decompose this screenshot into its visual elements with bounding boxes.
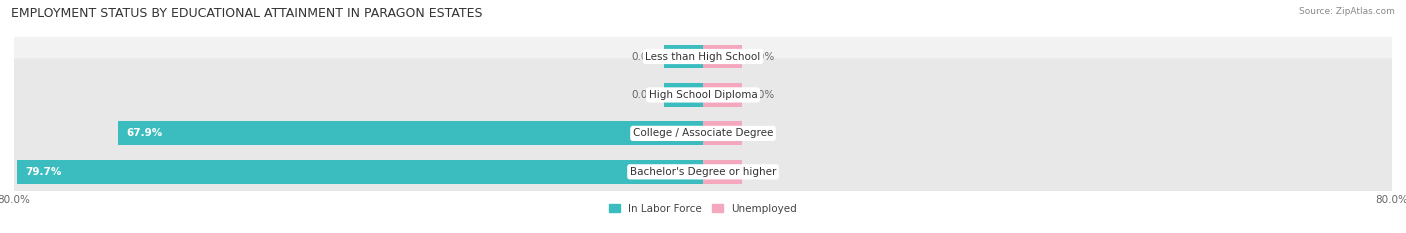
Text: Bachelor's Degree or higher: Bachelor's Degree or higher (630, 167, 776, 177)
Text: 0.0%: 0.0% (631, 90, 658, 100)
Text: 0.0%: 0.0% (631, 51, 658, 62)
Text: 0.0%: 0.0% (748, 90, 775, 100)
Bar (703, 83, 742, 107)
Text: 0.0%: 0.0% (748, 167, 775, 177)
Text: 79.7%: 79.7% (25, 167, 62, 177)
Text: EMPLOYMENT STATUS BY EDUCATIONAL ATTAINMENT IN PARAGON ESTATES: EMPLOYMENT STATUS BY EDUCATIONAL ATTAINM… (11, 7, 482, 20)
Text: High School Diploma: High School Diploma (648, 90, 758, 100)
Legend: In Labor Force, Unemployed: In Labor Force, Unemployed (609, 204, 797, 213)
Bar (664, 45, 703, 69)
Bar (703, 45, 742, 69)
FancyBboxPatch shape (0, 58, 1406, 233)
Text: 0.0%: 0.0% (748, 128, 775, 138)
Text: Less than High School: Less than High School (645, 51, 761, 62)
Bar (703, 121, 742, 145)
Bar (118, 121, 703, 145)
FancyBboxPatch shape (0, 0, 1406, 208)
Text: Source: ZipAtlas.com: Source: ZipAtlas.com (1299, 7, 1395, 16)
Bar (664, 83, 703, 107)
Text: 0.0%: 0.0% (748, 51, 775, 62)
FancyBboxPatch shape (0, 20, 1406, 233)
Text: College / Associate Degree: College / Associate Degree (633, 128, 773, 138)
Bar (703, 160, 742, 184)
Bar (17, 160, 703, 184)
Text: 67.9%: 67.9% (127, 128, 163, 138)
FancyBboxPatch shape (0, 0, 1406, 170)
